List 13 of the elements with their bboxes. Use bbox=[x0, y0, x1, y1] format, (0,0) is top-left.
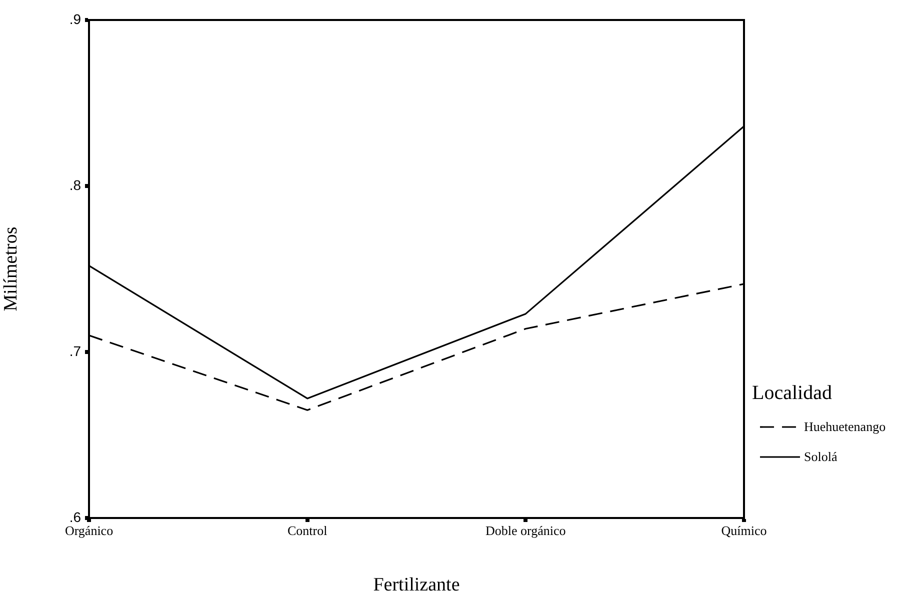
legend-title: Localidad bbox=[752, 382, 833, 405]
legend-label: Huehuetenango bbox=[804, 419, 886, 435]
y-tick-label: .6 bbox=[69, 508, 82, 525]
y-tick-label: .7 bbox=[69, 342, 82, 359]
legend-label: Sololá bbox=[804, 449, 838, 465]
x-axis-title: Fertilizante bbox=[373, 574, 460, 596]
x-tick-label: Orgánico bbox=[64, 523, 114, 538]
x-tick-label: Químico bbox=[721, 523, 767, 538]
x-tick-label: Control bbox=[287, 523, 328, 538]
y-tick-label: .9 bbox=[69, 10, 82, 27]
y-axis-title: Milímetros bbox=[0, 226, 22, 312]
x-tick-label: Doble orgánico bbox=[486, 523, 566, 538]
y-tick-label: .8 bbox=[69, 176, 82, 193]
